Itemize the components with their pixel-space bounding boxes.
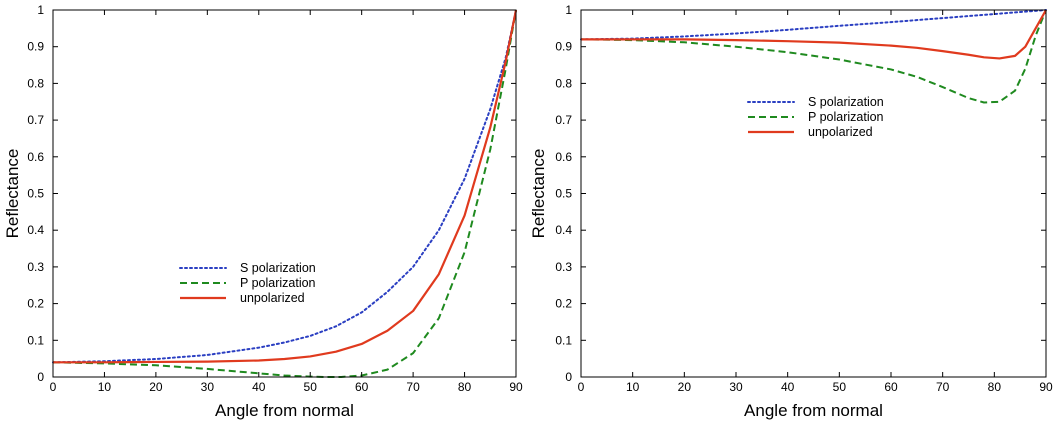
c1-y-tick-label: 0.5 xyxy=(555,187,572,201)
c1-x-tick-label: 10 xyxy=(626,380,640,394)
c1-x-tick-label: 0 xyxy=(578,380,585,394)
c1-y-tick-label: 0.4 xyxy=(555,223,572,237)
c0-series-line-p-polarization xyxy=(52,9,517,378)
c1-y-tick-label: 0.3 xyxy=(555,260,572,274)
c1-series-line-unpolarized xyxy=(581,9,1047,60)
c0-x-tick-label: 70 xyxy=(406,380,420,394)
c0-plot-frame xyxy=(52,9,517,378)
c0-y-tick-label: 1 xyxy=(37,3,44,17)
c0-y-tick-label: 0 xyxy=(37,370,44,384)
c1-x-tick-label: 80 xyxy=(988,380,1002,394)
c1-x-tick-label: 40 xyxy=(781,380,795,394)
c1-y-tick-label: 0.6 xyxy=(555,150,572,164)
c0-series-line-s-polarization xyxy=(52,9,517,364)
c0-y-tick-label: 0.1 xyxy=(27,333,44,347)
c0-y-tick-label: 0.2 xyxy=(27,297,44,311)
c1-y-tick-label: 0 xyxy=(565,370,572,384)
c1-series-line-s-polarization xyxy=(580,9,1047,41)
c1-legend-label-p-polarization: P polarization xyxy=(808,110,884,124)
chart-panel-right: 0 10 20 30 40 50 60 70 80 90 0 0.1 0.2 0.3 0.4 0.5 0.6 0.… xyxy=(526,0,1053,422)
c0-x-tick-label: 80 xyxy=(458,380,472,394)
c0-x-tick-label: 30 xyxy=(201,380,215,394)
c1-series-line-p-polarization xyxy=(580,9,1047,104)
c1-x-tick-label: 20 xyxy=(678,380,692,394)
c1-plot-frame xyxy=(580,9,1047,378)
c1-y-tick-label: 0.8 xyxy=(555,76,572,90)
c1-y-tick-label: 0.2 xyxy=(555,297,572,311)
c0-x-tick-label: 10 xyxy=(98,380,112,394)
c0-legend-label-unpolarized: unpolarized xyxy=(240,291,305,305)
c0-legend-label-s-polarization: S polarization xyxy=(240,261,316,275)
c1-x-tick-label: 30 xyxy=(729,380,743,394)
c0-y-tick-label: 0.5 xyxy=(27,187,44,201)
c0-x-tick-label: 0 xyxy=(50,380,57,394)
c0-legend-label-p-polarization: P polarization xyxy=(240,276,316,290)
c1-legend-label-unpolarized: unpolarized xyxy=(808,125,873,139)
c0-x-tick-label: 60 xyxy=(355,380,369,394)
c1-x-tick-label: 70 xyxy=(936,380,950,394)
c0-y-tick-label: 0.3 xyxy=(27,260,44,274)
c0-x-axis-label: Angle from normal xyxy=(215,401,354,420)
c1-y-tick-label: 0.7 xyxy=(555,113,572,127)
c1-x-axis-label: Angle from normal xyxy=(744,401,883,420)
c0-y-axis-label: Reflectance xyxy=(3,149,22,239)
c0-x-tick-label: 50 xyxy=(304,380,318,394)
c1-x-tick-label: 90 xyxy=(1039,380,1053,394)
c0-y-tick-label: 0.6 xyxy=(27,150,44,164)
c0-y-tick-label: 0.9 xyxy=(27,40,44,54)
c0-y-tick-label: 0.8 xyxy=(27,76,44,90)
c0-x-tick-label: 20 xyxy=(149,380,163,394)
c0-y-tick-label: 0.7 xyxy=(27,113,44,127)
chart-panel-left: 0 10 20 30 40 50 60 70 80 90 0 0.1 0.2 0.3 0.4 0.5 0.6 0.… xyxy=(3,3,523,420)
c1-y-tick-label: 1 xyxy=(565,3,572,17)
chart-right: 0 10 20 30 40 50 60 70 80 90 0 0.1 0.2 0.3 0.4 0.5 0.6 0.… xyxy=(529,3,1053,420)
c0-series-line-unpolarized xyxy=(53,9,518,364)
c0-x-tick-label: 40 xyxy=(252,380,266,394)
c1-y-axis-label: Reflectance xyxy=(529,149,548,239)
c1-y-tick-label: 0.9 xyxy=(555,40,572,54)
c0-x-tick-label: 90 xyxy=(509,380,523,394)
c1-x-tick-label: 60 xyxy=(884,380,898,394)
chart-left: 0 10 20 30 40 50 60 70 80 90 0 0.1 0.2 0.3 0.4 0.5 0.6 0.… xyxy=(3,3,523,420)
c0-y-tick-label: 0.4 xyxy=(27,223,44,237)
c1-y-tick-label: 0.1 xyxy=(555,333,572,347)
c1-x-tick-label: 50 xyxy=(833,380,847,394)
c1-legend-label-s-polarization: S polarization xyxy=(808,95,884,109)
